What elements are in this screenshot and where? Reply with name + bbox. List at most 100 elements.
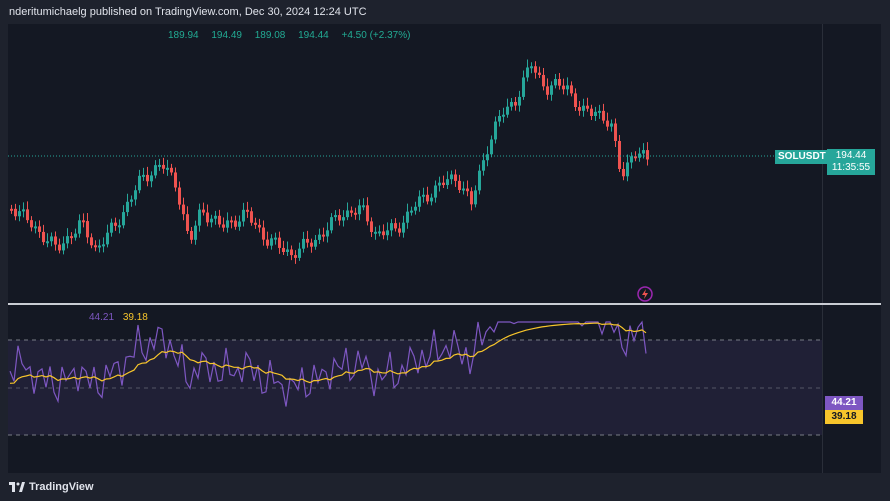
candle-body — [550, 85, 553, 95]
candle-body — [462, 188, 465, 191]
candle-body — [542, 74, 545, 87]
candle-body — [422, 194, 425, 197]
chart-frame[interactable] — [8, 24, 881, 473]
tradingview-logo-icon — [9, 482, 25, 492]
lightning-bolt-icon[interactable] — [637, 286, 653, 302]
candle-body — [42, 231, 45, 243]
candle-body — [182, 204, 185, 215]
candlestick-series — [10, 59, 649, 264]
candle-body — [34, 226, 37, 229]
candle-body — [610, 123, 613, 127]
tradingview-logo[interactable]: TradingView — [9, 481, 94, 493]
candle-body — [262, 227, 265, 240]
candle-body — [502, 114, 505, 117]
candle-body — [174, 172, 177, 188]
price-scale-divider — [822, 24, 823, 473]
candle-body — [22, 209, 25, 212]
candle-body — [74, 233, 77, 238]
candle-body — [314, 239, 317, 247]
ohlc-change: +4.50 (+2.37%) — [341, 30, 411, 41]
candle-body — [506, 106, 509, 115]
candle-body — [442, 182, 445, 186]
candle-body — [634, 156, 637, 159]
candle-body — [362, 205, 365, 208]
candle-body — [38, 226, 41, 232]
candle-body — [590, 108, 593, 117]
candle-body — [98, 245, 101, 248]
ohlc-legend: 189.94 194.49 189.08 194.44 +4.50 (+2.37… — [168, 30, 420, 41]
candle-body — [10, 208, 13, 211]
candle-body — [270, 238, 273, 246]
candle-body — [558, 78, 561, 86]
publish-header: nderitumichaelg published on TradingView… — [0, 0, 890, 24]
candle-body — [478, 170, 481, 191]
candle-body — [318, 234, 321, 240]
candle-body — [250, 211, 253, 223]
candle-body — [306, 238, 309, 243]
candle-body — [150, 175, 153, 182]
candle-body — [494, 121, 497, 140]
candle-body — [354, 212, 357, 215]
candle-body — [414, 206, 417, 211]
candle-body — [138, 175, 141, 191]
candle-body — [26, 209, 29, 221]
candle-body — [618, 140, 621, 169]
candle-body — [438, 182, 441, 186]
candle-body — [242, 209, 245, 222]
candle-body — [458, 180, 461, 191]
candle-body — [554, 78, 557, 86]
candle-body — [378, 231, 381, 234]
candle-body — [602, 110, 605, 121]
candle-body — [226, 220, 229, 228]
candle-body — [482, 160, 485, 171]
candle-body — [146, 174, 149, 182]
publish-text: nderitumichaelg published on TradingView… — [9, 6, 367, 18]
candle-body — [510, 101, 513, 107]
candle-body — [406, 211, 409, 223]
candle-body — [498, 115, 501, 122]
candle-body — [382, 231, 385, 236]
candle-body — [566, 85, 569, 90]
price-tag: 194.44 11:35:55 — [827, 149, 875, 175]
candle-body — [278, 237, 281, 248]
candle-body — [50, 236, 53, 242]
candle-body — [14, 208, 17, 217]
footer-brand: TradingView — [29, 481, 94, 493]
candle-body — [178, 187, 181, 205]
candle-body — [470, 191, 473, 205]
candle-body — [254, 222, 257, 225]
candle-body — [466, 188, 469, 192]
candle-body — [158, 164, 161, 167]
candle-body — [118, 225, 121, 228]
candle-body — [206, 212, 209, 223]
candle-body — [486, 154, 489, 161]
candle-body — [66, 236, 69, 244]
candle-body — [218, 215, 221, 225]
candle-body — [102, 244, 105, 247]
rsi-value-tag: 44.21 — [825, 396, 863, 410]
candle-body — [570, 85, 573, 94]
candle-body — [622, 168, 625, 177]
candle-body — [126, 201, 129, 213]
candle-body — [366, 205, 369, 222]
candle-body — [614, 123, 617, 141]
candle-body — [238, 221, 241, 227]
candle-body — [78, 220, 81, 234]
ohlc-high: 194.49 — [211, 30, 242, 41]
footer-bar — [0, 475, 890, 501]
candle-body — [46, 241, 49, 244]
rsi-line — [9, 320, 647, 407]
candle-body — [530, 66, 533, 69]
price-tag-value: 194.44 — [835, 150, 867, 161]
candle-body — [370, 221, 373, 233]
candle-body — [194, 225, 197, 240]
candle-body — [142, 174, 145, 177]
candle-body — [266, 239, 269, 246]
candle-body — [410, 210, 413, 213]
candle-body — [490, 139, 493, 155]
candle-body — [294, 255, 297, 258]
candle-body — [170, 167, 173, 173]
pane-separator[interactable] — [8, 303, 881, 305]
candle-body — [574, 93, 577, 108]
